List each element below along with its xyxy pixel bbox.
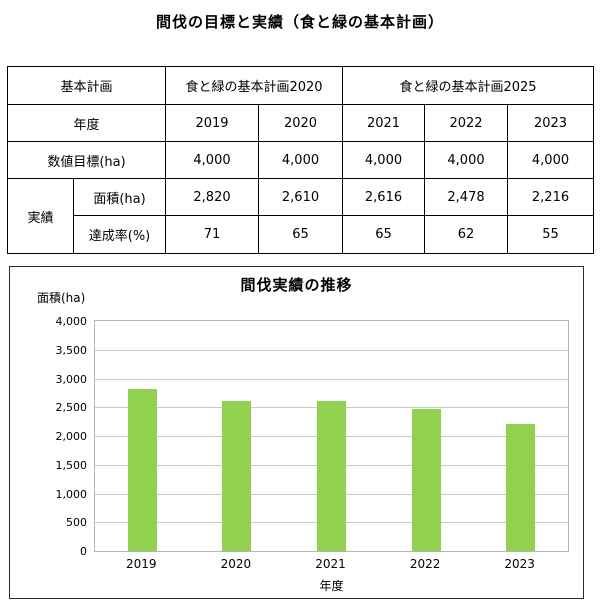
table-row: 年度 2019 2020 2021 2022 2023 (7, 104, 594, 142)
table-row: 数値目標(ha) 4,000 4,000 4,000 4,000 4,000 (7, 141, 594, 179)
x-tick-label: 2021 (315, 557, 346, 571)
year-cell: 2022 (424, 104, 508, 142)
bar-2023 (506, 423, 536, 551)
y-tick-label: 1,000 (55, 487, 88, 501)
y-axis-title: 面積(ha) (37, 291, 86, 305)
year-cell: 2021 (342, 104, 425, 142)
y-tick-label: 500 (66, 516, 87, 530)
y-tick-label: 4,000 (55, 315, 88, 328)
rate-cell: 65 (342, 215, 425, 254)
rate-label-cell: 達成率(%) (73, 215, 166, 254)
bar-2022 (411, 408, 441, 551)
x-tick-label: 2023 (504, 557, 535, 571)
table-row: 達成率(%) 71 65 65 62 55 (8, 215, 594, 254)
y-tick-label: 1,500 (55, 458, 88, 472)
rate-cell: 71 (165, 215, 259, 254)
area-label-cell: 面積(ha) (73, 178, 166, 216)
bar-2021 (317, 400, 346, 551)
chart-panel: 間伐実績の推移 面積(ha) 0 500 1,000 1,500 2,000 2,500 3… (9, 266, 584, 599)
target-label-cell: 数値目標(ha) (7, 141, 166, 179)
y-tick-label: 0 (80, 545, 87, 558)
area-cell: 2,820 (165, 178, 259, 216)
table-row: 基本計画 食と緑の基本計画2020 食と緑の基本計画2025 (7, 66, 594, 105)
area-cell: 2,478 (424, 178, 508, 216)
rate-cell: 62 (424, 215, 508, 254)
gridline (95, 349, 568, 351)
year-cell: 2020 (258, 104, 343, 142)
area-cell: 2,616 (342, 178, 425, 216)
chart-title: 間伐実績の推移 (240, 276, 353, 294)
x-axis-title: 年度 (319, 579, 344, 593)
results-group-cell: 実績 (7, 178, 74, 254)
y-tick-label: 2,500 (55, 401, 88, 415)
bar-2020 (222, 400, 252, 551)
target-cell: 4,000 (507, 141, 594, 179)
target-cell: 4,000 (258, 141, 343, 179)
rate-cell: 55 (507, 215, 594, 254)
chart-plot-area (94, 320, 569, 552)
area-cell: 2,610 (258, 178, 343, 216)
area-cell: 2,216 (507, 178, 594, 216)
bar-2019 (127, 388, 157, 551)
year-cell: 2019 (165, 104, 259, 142)
y-tick-label: 3,500 (55, 343, 88, 357)
y-tick-label: 2,000 (55, 430, 88, 443)
year-label-cell: 年度 (7, 104, 166, 142)
x-tick-label: 2022 (409, 557, 441, 571)
x-tick-label: 2020 (220, 557, 252, 571)
target-cell: 4,000 (424, 141, 508, 179)
gridline (95, 378, 568, 380)
plan-label-cell: 基本計画 (7, 66, 166, 105)
y-tick-label: 3,000 (55, 372, 88, 386)
results-table: 基本計画 食と緑の基本計画2020 食と緑の基本計画2025 年度 2019 2… (7, 66, 594, 254)
plan2020-cell: 食と緑の基本計画2020 (165, 66, 343, 105)
year-cell: 2023 (507, 104, 594, 142)
target-cell: 4,000 (165, 141, 259, 179)
page-title: 間伐の目標と実績（食と緑の基本計画） (155, 13, 444, 31)
plan2025-cell: 食と緑の基本計画2025 (342, 66, 594, 105)
rate-cell: 65 (258, 215, 343, 254)
table-row: 実績 面積(ha) 2,820 2,610 2,616 2,478 2,216 (7, 178, 594, 254)
target-cell: 4,000 (342, 141, 425, 179)
x-tick-label: 2019 (126, 557, 157, 571)
